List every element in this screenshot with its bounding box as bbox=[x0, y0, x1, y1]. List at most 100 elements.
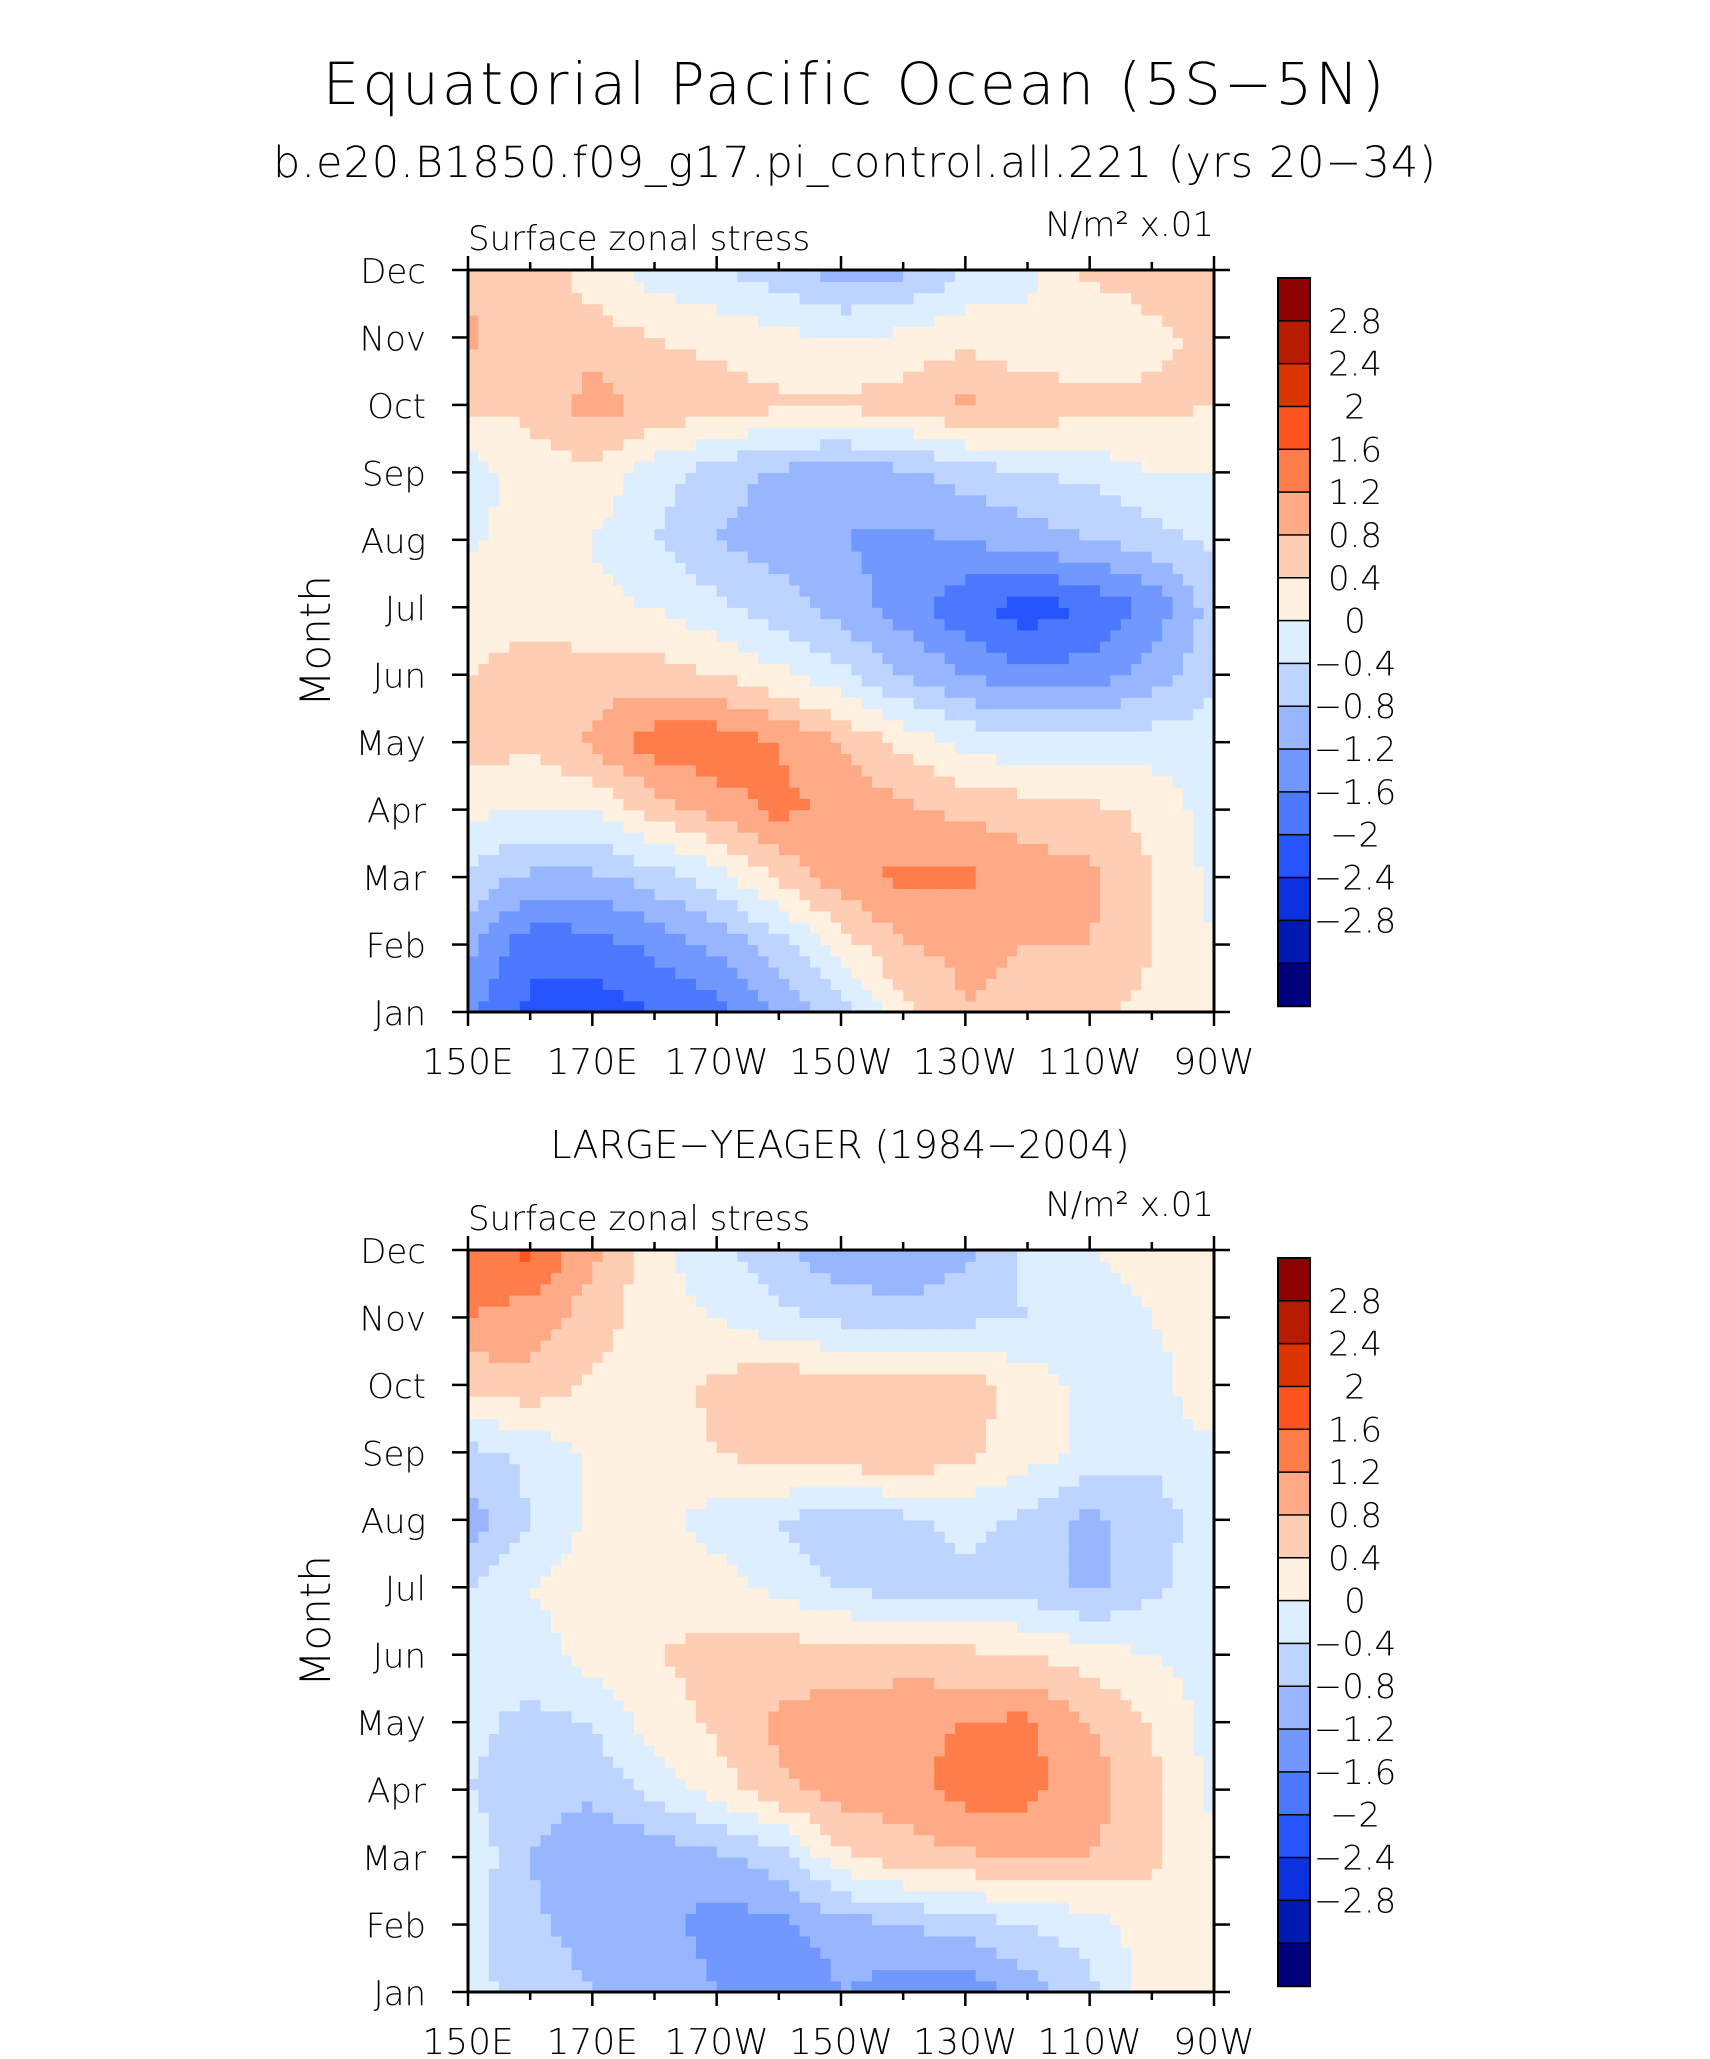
heatmap-cell bbox=[1058, 787, 1070, 799]
heatmap-cell bbox=[1110, 348, 1122, 361]
heatmap-cell bbox=[1058, 494, 1070, 507]
heatmap-cell bbox=[768, 742, 780, 755]
heatmap-cell bbox=[1193, 506, 1205, 518]
heatmap-cell bbox=[581, 1947, 593, 1959]
heatmap-cell bbox=[913, 865, 925, 878]
heatmap-cell bbox=[581, 742, 593, 755]
heatmap-cell bbox=[685, 989, 697, 1002]
heatmap-cell bbox=[944, 472, 956, 485]
heatmap-cell bbox=[934, 292, 946, 305]
heatmap-cell bbox=[768, 955, 780, 968]
heatmap-cell bbox=[478, 944, 490, 957]
heatmap-cell bbox=[954, 461, 966, 473]
heatmap-cell bbox=[1193, 899, 1205, 912]
heatmap-cell bbox=[737, 461, 749, 473]
heatmap-cell bbox=[530, 1000, 542, 1013]
heatmap-cell bbox=[571, 629, 583, 642]
heatmap-cell bbox=[768, 730, 780, 743]
heatmap-cell bbox=[892, 596, 904, 608]
heatmap-cell bbox=[1182, 618, 1194, 631]
heatmap-cell bbox=[934, 753, 946, 766]
heatmap-cell bbox=[944, 697, 956, 710]
heatmap-cell bbox=[519, 292, 531, 305]
heatmap-cell bbox=[468, 978, 479, 991]
heatmap-cell bbox=[675, 820, 687, 833]
heatmap-cell bbox=[1193, 685, 1205, 698]
heatmap-cell bbox=[478, 899, 490, 912]
heatmap-cell bbox=[851, 989, 863, 1002]
heatmap-cell bbox=[1079, 494, 1091, 507]
heatmap-cell bbox=[540, 685, 552, 698]
heatmap-cell bbox=[986, 899, 998, 912]
heatmap-cell bbox=[540, 798, 552, 811]
heatmap-cell bbox=[913, 494, 925, 507]
heatmap-cell bbox=[841, 933, 852, 946]
heatmap-cell bbox=[1110, 742, 1122, 755]
heatmap-cell bbox=[799, 730, 811, 743]
heatmap-cell bbox=[1006, 528, 1018, 541]
heatmap-cell bbox=[675, 832, 687, 844]
heatmap-cell bbox=[986, 472, 998, 485]
heatmap-cell bbox=[571, 371, 583, 384]
heatmap-cell bbox=[1017, 787, 1029, 799]
heatmap-cell bbox=[944, 584, 956, 597]
heatmap-cell bbox=[913, 832, 925, 844]
heatmap-cell bbox=[944, 506, 956, 518]
heatmap-cell bbox=[789, 922, 801, 934]
heatmap-cell bbox=[944, 427, 956, 440]
heatmap-cell bbox=[550, 641, 562, 653]
heatmap-cell bbox=[737, 967, 749, 979]
heatmap-cell bbox=[737, 933, 749, 946]
heatmap-cell bbox=[664, 472, 676, 485]
heatmap-cell bbox=[758, 404, 770, 417]
heatmap-cell bbox=[1027, 551, 1039, 563]
heatmap-cell bbox=[872, 393, 884, 406]
heatmap-cell bbox=[1048, 607, 1060, 620]
heatmap-cell bbox=[923, 899, 935, 912]
heatmap-cell bbox=[820, 933, 832, 946]
heatmap-cell bbox=[540, 697, 552, 710]
heatmap-cell bbox=[727, 281, 738, 294]
heatmap-cell bbox=[561, 978, 573, 991]
heatmap-cell bbox=[1037, 270, 1049, 282]
heatmap-cell bbox=[675, 641, 687, 653]
heatmap-cell bbox=[986, 371, 998, 384]
heatmap-cell bbox=[602, 382, 614, 395]
heatmap-cell bbox=[1037, 742, 1049, 755]
heatmap-cell bbox=[530, 989, 542, 1002]
heatmap-cell bbox=[1182, 517, 1194, 530]
heatmap-cell bbox=[975, 539, 987, 552]
heatmap-cell bbox=[571, 697, 583, 710]
heatmap-cell bbox=[581, 393, 593, 406]
heatmap-cell bbox=[644, 1935, 656, 1948]
heatmap-cell bbox=[571, 281, 583, 294]
heatmap-cell bbox=[1151, 652, 1163, 665]
heatmap-cell bbox=[892, 551, 904, 563]
heatmap-cell bbox=[913, 753, 925, 766]
y-tick-label: Jan bbox=[374, 994, 426, 1034]
heatmap-cell bbox=[633, 270, 645, 282]
heatmap-cell bbox=[737, 809, 749, 822]
heatmap-cell bbox=[654, 314, 666, 327]
heatmap-cell bbox=[550, 1969, 562, 1982]
heatmap-cell bbox=[1193, 416, 1205, 428]
heatmap-cell bbox=[830, 708, 842, 721]
heatmap-cell bbox=[1100, 922, 1111, 934]
heatmap-cell bbox=[623, 652, 635, 665]
heatmap-cell bbox=[996, 629, 1008, 642]
heatmap-cell bbox=[882, 910, 894, 923]
heatmap-cell bbox=[872, 427, 884, 440]
heatmap-cell bbox=[530, 719, 542, 732]
y-tick-label: May bbox=[356, 724, 426, 764]
heatmap-cell bbox=[1027, 899, 1039, 912]
heatmap-cell bbox=[633, 337, 645, 350]
heatmap-cell bbox=[581, 281, 593, 294]
heatmap-cell bbox=[986, 562, 998, 575]
heatmap-cell bbox=[923, 753, 935, 766]
heatmap-cell bbox=[561, 1924, 573, 1937]
heatmap-cell bbox=[488, 899, 500, 912]
heatmap-cell bbox=[1037, 708, 1049, 721]
heatmap-cell bbox=[1193, 652, 1205, 665]
heatmap-cell bbox=[1058, 326, 1070, 339]
heatmap-cell bbox=[830, 641, 842, 653]
